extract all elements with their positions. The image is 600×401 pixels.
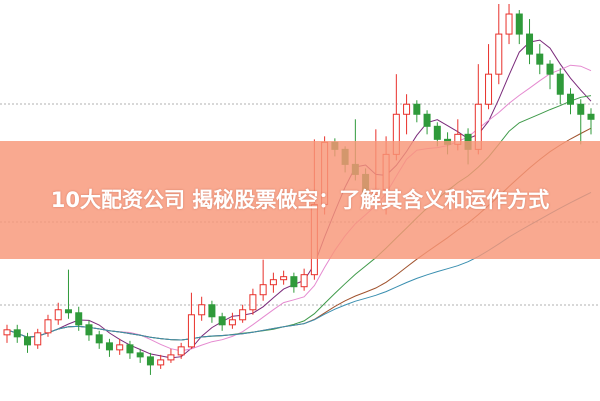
candle-body [300, 274, 308, 288]
moving-average-line [6, 39, 592, 359]
candle-body [198, 304, 206, 316]
candle-body [116, 344, 124, 351]
candle-body [85, 324, 93, 336]
candle-body [433, 125, 441, 140]
candle-body [249, 294, 257, 311]
candle-body [228, 319, 236, 326]
candle-body [23, 336, 31, 346]
candle-body [423, 113, 431, 127]
candle-body [290, 276, 298, 288]
candle-body [64, 309, 72, 314]
candle-body [167, 354, 175, 361]
candle-body [136, 352, 144, 358]
candle-body [536, 53, 544, 65]
candle-body [567, 93, 575, 105]
candle-body [208, 304, 216, 318]
candle-body [218, 316, 226, 326]
candle-body [526, 33, 534, 55]
candle-body [146, 356, 154, 366]
candle-body [75, 312, 83, 326]
candle-body [177, 346, 185, 356]
candle-body [187, 314, 195, 348]
candle-body [54, 309, 62, 321]
candle-body [403, 103, 411, 115]
candle-body [495, 33, 503, 75]
candle-body [3, 329, 11, 336]
candle-body [259, 284, 267, 296]
candle-body [556, 73, 564, 95]
candle-body [157, 359, 165, 366]
candle-body [505, 13, 513, 35]
title-banner: 10大配资公司 揭秘股票做空：了解其含义和运作方式 [0, 141, 600, 259]
candle-body [126, 344, 134, 354]
candle-body [485, 73, 493, 105]
candle-body [105, 342, 113, 351]
candle-body [280, 276, 288, 281]
candle-body [577, 103, 585, 115]
article-title: 10大配资公司 揭秘股票做空：了解其含义和运作方式 [50, 188, 550, 212]
candle-body [34, 332, 42, 346]
candle-body [239, 309, 247, 321]
candle-body [587, 113, 595, 120]
candle-body [13, 329, 21, 338]
candle-body [515, 13, 523, 35]
candle-body [413, 103, 421, 115]
candle-body [269, 279, 277, 286]
candle-body [95, 334, 103, 344]
candle-body [44, 319, 52, 334]
candle-body [546, 63, 554, 75]
